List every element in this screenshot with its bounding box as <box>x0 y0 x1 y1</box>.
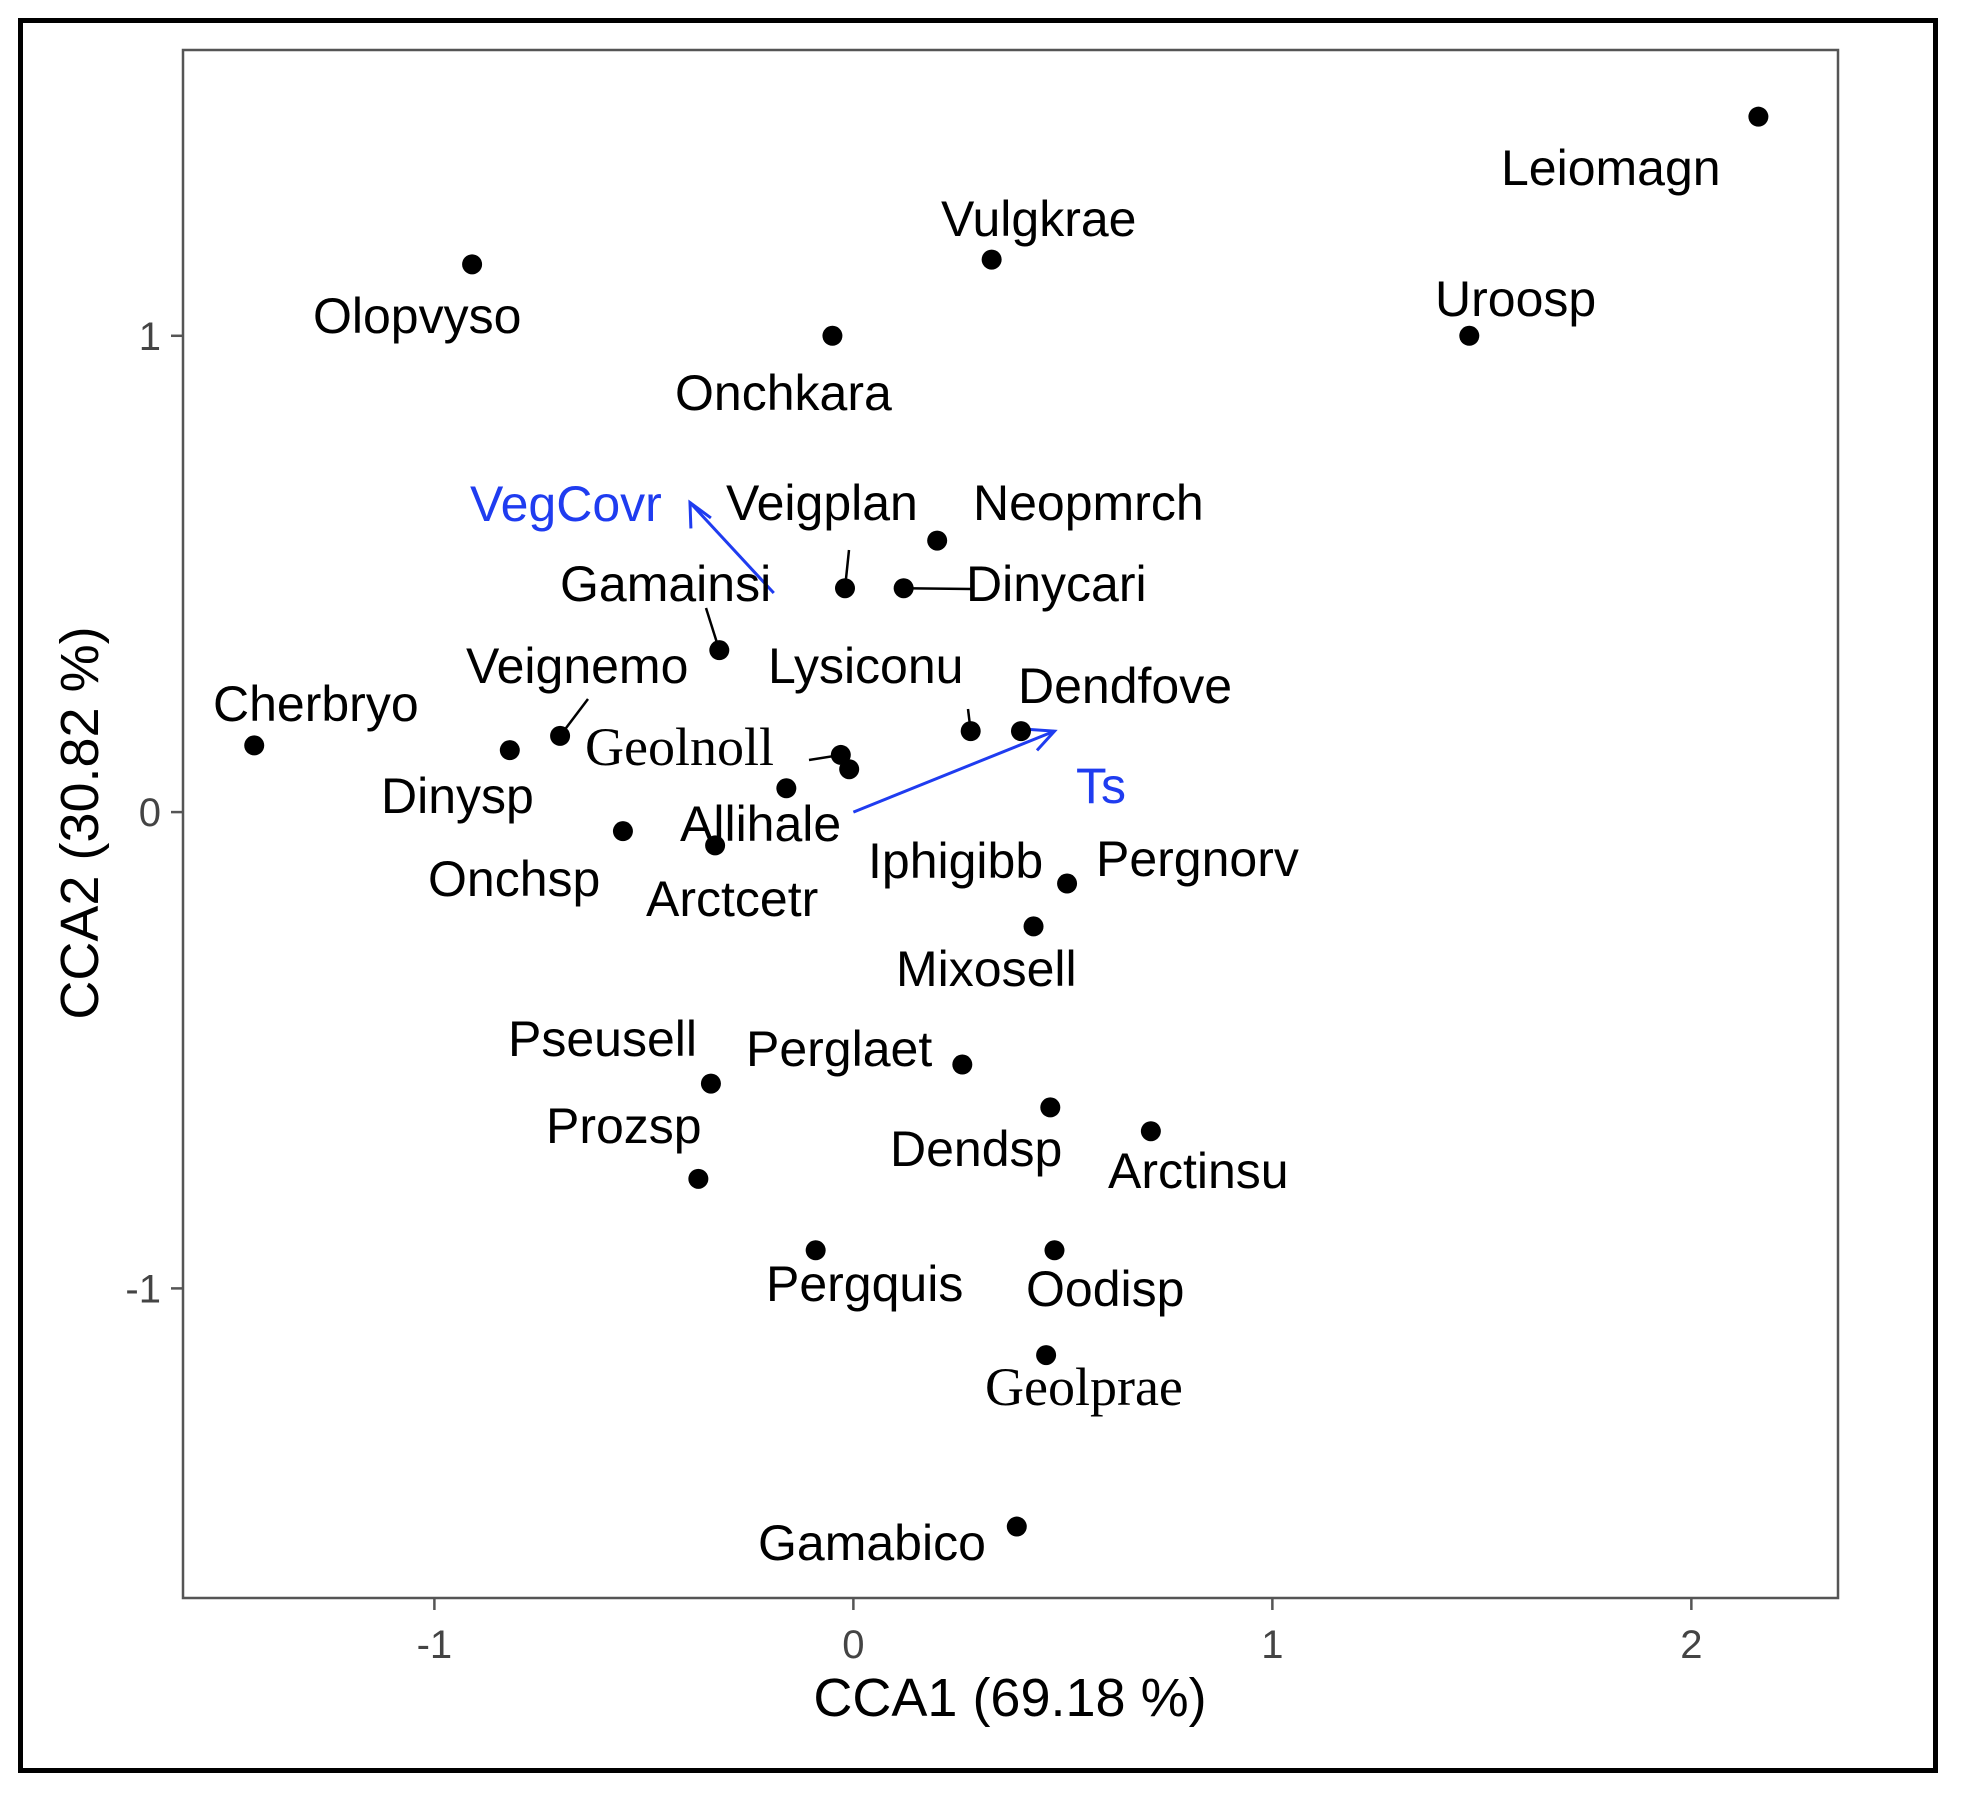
vector-vegcovr-arrowhead <box>688 499 712 529</box>
point-lysiconu <box>960 721 981 742</box>
point-label-dinycari: Dinycari <box>966 556 1147 612</box>
axis-ticks: -1 0 1 2 -1 0 1 <box>125 315 1702 1667</box>
point-arctcetr <box>705 835 726 856</box>
point-label-olopvyso: Olopvyso <box>313 288 521 344</box>
point-label-veigplan: Veigplan <box>726 475 918 531</box>
point-label-arctinsu: Arctinsu <box>1108 1143 1289 1199</box>
point-uroosp <box>1459 325 1480 346</box>
point-label-pergnorv: Pergnorv <box>1096 831 1299 887</box>
point-gamabico <box>1006 1516 1027 1537</box>
point-pseusell <box>700 1073 721 1094</box>
point-label-uroosp: Uroosp <box>1435 271 1596 327</box>
point-label-pseusell: Pseusell <box>508 1011 697 1067</box>
vector-ts-arrow <box>852 729 1056 814</box>
point-label-geolnoll: Geolnoll <box>585 717 774 777</box>
point-geolprae <box>1036 1345 1057 1366</box>
vector-label-vegcovr: VegCovr <box>470 476 662 532</box>
point-vulgkrae <box>981 249 1002 270</box>
point-label-geolprae: Geolprae <box>985 1357 1183 1417</box>
point-prozsp <box>688 1168 709 1189</box>
point-gamainsi <box>709 640 730 661</box>
point-label-leiomagn: Leiomagn <box>1501 140 1721 196</box>
vector-ts-arrowhead <box>1028 727 1058 752</box>
y-tick-label-1: 1 <box>139 315 161 359</box>
point-arctinsu <box>1140 1121 1161 1142</box>
point-neopmrch <box>927 530 948 551</box>
point-label-pergquis: Pergquis <box>766 1256 963 1312</box>
plot-panel <box>181 48 1840 1600</box>
point-label-neopmrch: Neopmrch <box>973 475 1204 531</box>
point-allihale <box>776 778 797 799</box>
y-axis-title: CCA2 (30.82 %) <box>50 626 110 1019</box>
text-labels: VegCovr Ts Leiomagn Vulgkrae Olopvyso Ur… <box>213 140 1721 1571</box>
point-mixosell <box>1023 916 1044 937</box>
point-label-arctcetr: Arctcetr <box>646 871 818 927</box>
point-label-oodisp: Oodisp <box>1026 1261 1184 1317</box>
x-tick-label-2: 2 <box>1680 1623 1702 1667</box>
point-olopvyso <box>462 254 483 275</box>
point-label-dinysp: Dinysp <box>381 768 534 824</box>
cca-biplot: -1 0 1 2 -1 0 1 VegCovr Ts Leiomagn Vulgkrae O… <box>50 48 1840 1728</box>
vector-vegcovr-arrow <box>688 501 775 595</box>
point-dinysp <box>499 740 520 761</box>
point-label-lysiconu: Lysiconu <box>768 638 963 694</box>
point-veignemo <box>550 725 571 746</box>
point-label-perglaet: Perglaet <box>746 1021 932 1077</box>
point-label-gamabico: Gamabico <box>758 1515 986 1571</box>
point-label-prozsp: Prozsp <box>546 1098 702 1154</box>
point-label-onchkara: Onchkara <box>675 365 892 421</box>
point-onchsp <box>612 821 633 842</box>
point-pergnorv <box>1057 873 1078 894</box>
species-points <box>244 106 1769 1537</box>
vectors <box>688 499 1058 814</box>
point-pergquis <box>805 1240 826 1261</box>
point-geolnoll-2 <box>839 759 860 780</box>
x-tick-label-1: 1 <box>1261 1623 1283 1667</box>
vector-label-ts: Ts <box>1076 758 1126 814</box>
x-tick-label-0: 0 <box>842 1623 864 1667</box>
point-veigplan <box>835 578 855 599</box>
point-cherbryo <box>244 735 265 756</box>
point-label-gamainsi: Gamainsi <box>560 556 771 612</box>
y-tick-label--1: -1 <box>125 1267 161 1311</box>
point-label-vulgkrae: Vulgkrae <box>941 191 1136 247</box>
point-label-iphigibb: Iphigibb <box>868 833 1043 889</box>
point-dendsp <box>1040 1097 1061 1118</box>
point-label-allihale: Allihale <box>680 796 841 852</box>
leader-dinycari <box>903 586 972 591</box>
point-dinycari <box>893 578 914 599</box>
y-tick-label-0: 0 <box>139 791 161 835</box>
point-label-cherbryo: Cherbryo <box>213 676 419 732</box>
point-oodisp <box>1044 1240 1065 1261</box>
point-onchkara <box>822 325 843 346</box>
point-dendfove <box>1010 721 1031 742</box>
point-label-onchsp: Onchsp <box>428 851 600 907</box>
point-label-dendfove: Dendfove <box>1018 658 1232 714</box>
point-label-veignemo: Veignemo <box>466 638 688 694</box>
x-axis-title: CCA1 (69.18 %) <box>813 1668 1206 1728</box>
point-leiomagn <box>1748 106 1769 127</box>
x-tick-label--1: -1 <box>417 1623 453 1667</box>
figure-frame: -1 0 1 2 -1 0 1 VegCovr Ts Leiomagn Vulgkrae O… <box>18 18 1938 1773</box>
point-label-mixosell: Mixosell <box>896 941 1077 997</box>
point-perglaet <box>952 1054 973 1075</box>
point-label-dendsp: Dendsp <box>890 1121 1062 1177</box>
